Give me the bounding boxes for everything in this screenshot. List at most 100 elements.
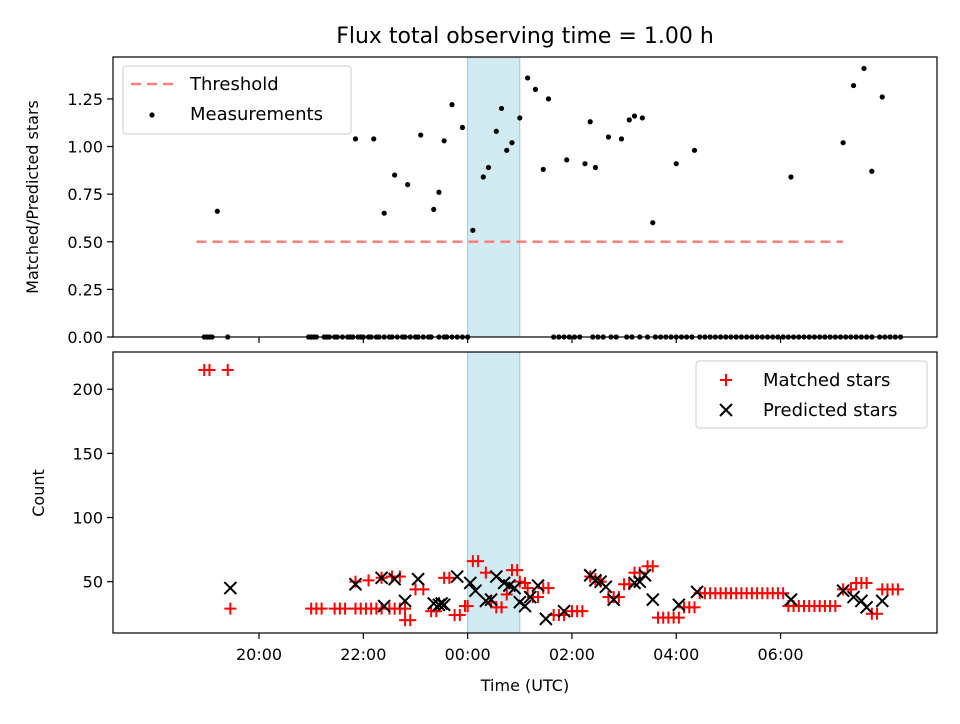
measurement-point <box>618 136 625 142</box>
matched-star-point <box>777 587 790 600</box>
predicted-star-point <box>411 572 425 586</box>
predicted-star-point <box>836 583 850 598</box>
predicted-star-point <box>606 592 621 607</box>
predicted-marker-b <box>502 578 517 593</box>
bottom-y-tick-label: 150 <box>72 444 103 463</box>
predicted-star-point <box>398 594 412 608</box>
top-panel: 0.00 0.25 0.50 0.75 1.00 1.25 Matched/Predict… <box>23 56 938 347</box>
matched-star-point <box>221 363 234 376</box>
measurement-point <box>650 220 656 226</box>
measurement-point <box>861 65 867 72</box>
predicted-marker-b <box>437 598 451 612</box>
count-points <box>198 363 904 627</box>
measurement-point <box>587 119 593 125</box>
bottom-y-tick-label: 100 <box>72 509 103 528</box>
matched-star-point <box>224 602 237 615</box>
matched-star-point <box>443 571 456 584</box>
legend-matched-swatch <box>720 374 732 386</box>
predicted-star-point <box>437 598 451 612</box>
predicted-marker-b <box>627 576 642 590</box>
predicted-star-point <box>468 583 483 598</box>
measurement-point <box>850 82 857 89</box>
matched-star-point <box>495 601 508 614</box>
measurement-point <box>381 210 387 216</box>
measurement-point <box>525 75 531 81</box>
predicted-star-point <box>377 599 391 613</box>
predicted-star-point <box>484 592 498 607</box>
measurement-point <box>418 132 424 138</box>
top-y-ticks: 0.00 0.25 0.50 0.75 1.00 1.25 <box>67 90 113 347</box>
matched-star-point <box>829 600 842 613</box>
measurement-point <box>605 134 612 140</box>
predicted-marker-b <box>690 585 704 599</box>
top-x-ticks <box>258 337 782 343</box>
x-tick-label: 04:00 <box>653 645 699 664</box>
matched-star-point <box>479 566 492 579</box>
predicted-star-point <box>638 568 652 582</box>
measurement-point <box>673 161 679 167</box>
predicted-marker-b <box>875 594 889 608</box>
measurement-point <box>504 147 510 153</box>
bottom-y-tick-label: 50 <box>83 573 103 592</box>
bottom-axes-frame <box>112 351 938 634</box>
measurement-point <box>532 86 539 92</box>
top-legend-box <box>122 65 352 135</box>
measurement-point <box>470 227 476 233</box>
matched-star-point <box>511 564 524 577</box>
matched-star-point <box>672 611 685 624</box>
predicted-star-point <box>846 590 861 604</box>
matched-star-point <box>891 583 904 596</box>
measurement-point <box>509 140 515 146</box>
matched-star-point <box>453 609 466 622</box>
predicted-marker-b <box>398 594 412 608</box>
measurement-point <box>840 140 846 146</box>
measurement-point <box>592 164 599 171</box>
matched-star-point <box>349 575 362 588</box>
predicted-marker-b <box>507 581 522 595</box>
predicted-marker-b <box>377 599 391 613</box>
predicted-marker-b <box>463 576 477 590</box>
top-y-tick-label: 0.25 <box>67 280 103 299</box>
predicted-marker-b <box>223 581 238 595</box>
matched-star-point <box>500 588 513 601</box>
x-tick-label: 20:00 <box>236 645 282 664</box>
measurement-point <box>626 117 632 123</box>
measurement-point <box>691 147 698 153</box>
predicted-star-point <box>523 590 537 604</box>
predicted-marker-b <box>531 578 545 593</box>
measurement-point <box>788 174 794 180</box>
predicted-marker-b <box>450 569 464 584</box>
top-legend: Threshold Measurements <box>122 65 352 135</box>
matched-star-point <box>404 614 417 627</box>
legend-predicted-swatch <box>719 403 733 417</box>
measurement-point <box>459 124 466 131</box>
predicted-star-point <box>859 600 874 615</box>
predicted-star-point <box>646 592 660 607</box>
measurement-point <box>879 94 885 100</box>
measurement-point <box>485 164 492 171</box>
predicted-marker-b <box>497 576 511 590</box>
predicted-star-point <box>463 576 477 590</box>
top-y-tick-label: 0.50 <box>67 233 103 252</box>
top-y-tick-label: 1.00 <box>67 138 103 157</box>
predicted-marker-b <box>784 592 798 607</box>
predicted-star-point <box>875 594 889 608</box>
x-tick-label: 06:00 <box>757 645 803 664</box>
predicted-star-point <box>507 581 522 595</box>
predicted-star-point <box>599 580 613 594</box>
measurement-point <box>582 161 588 167</box>
bottom-legend: Matched stars Predicted stars <box>695 360 928 429</box>
predicted-star-point <box>531 578 545 593</box>
predicted-star-point <box>223 581 238 595</box>
measurement-point <box>436 189 442 195</box>
predicted-marker-b <box>348 577 363 591</box>
x-tick-label: 02:00 <box>549 645 595 664</box>
bottom-y-tick-label: 200 <box>72 380 103 399</box>
matched-star-point <box>871 607 884 620</box>
predicted-star-point <box>348 577 363 591</box>
measurement-point <box>564 157 570 163</box>
predicted-marker-b <box>588 573 603 588</box>
figure-title: Flux total observing time = 1.00 h <box>336 24 714 49</box>
legend-threshold-label: Threshold <box>189 74 279 95</box>
predicted-marker-b <box>479 594 493 608</box>
